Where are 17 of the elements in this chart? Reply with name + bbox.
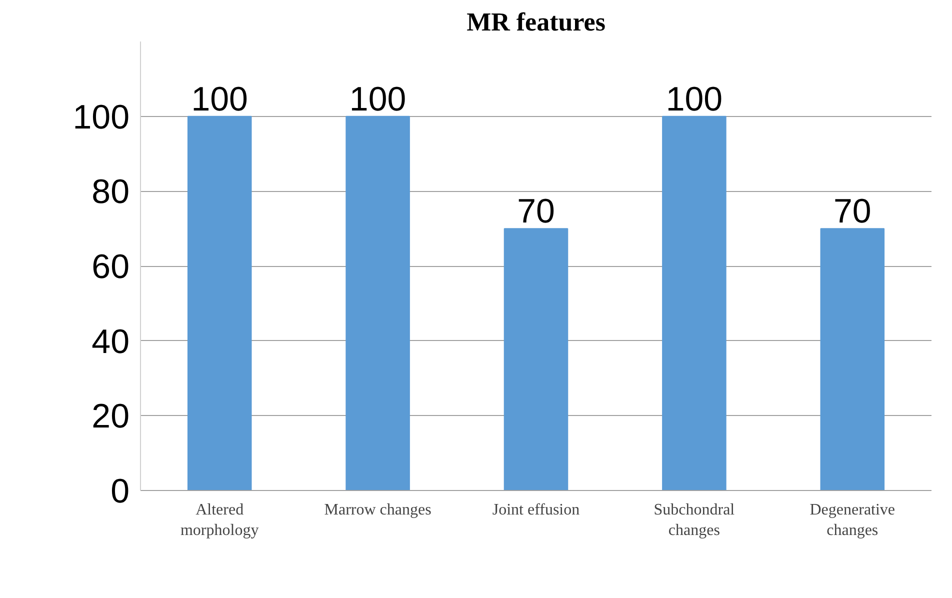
data-label: 70	[517, 192, 555, 231]
y-tick-label: 20	[92, 398, 130, 436]
y-tick-label: 40	[92, 322, 130, 361]
y-tick-label: 60	[92, 248, 130, 286]
x-tick-label: Marrow changes	[324, 502, 432, 518]
x-tick-label: Subchondral changes	[654, 502, 736, 539]
data-label: 70	[833, 192, 872, 231]
chart-title: MR features	[466, 8, 606, 36]
data-label: 100	[666, 80, 723, 118]
y-tick-label: 100	[72, 98, 130, 136]
data-label: 100	[349, 80, 406, 118]
data-label: 100	[191, 80, 248, 118]
x-tick-label: Altered morphology	[180, 502, 259, 539]
y-tick-label: 80	[92, 173, 130, 212]
x-tick-label: Degenerative changes	[810, 502, 896, 539]
x-tick-label: Joint effusion	[492, 502, 580, 518]
y-tick-label: 0	[110, 472, 130, 510]
